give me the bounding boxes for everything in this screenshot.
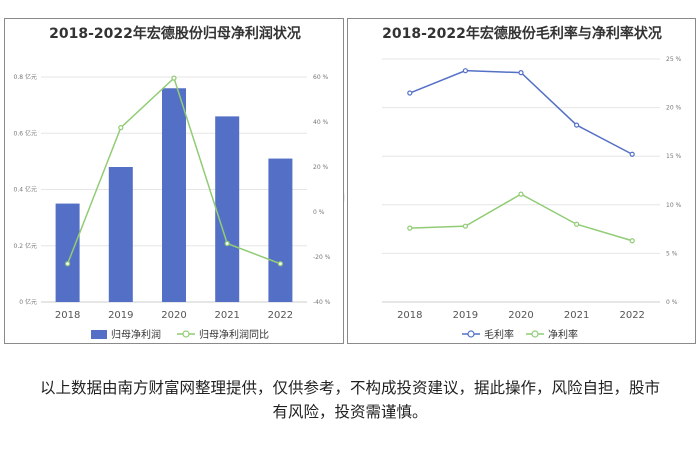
bar-2022	[268, 158, 293, 302]
y-right-tick-label: 40 %	[313, 119, 329, 126]
x-tick-label: 2021	[564, 310, 589, 321]
y-left-tick-label: 0 亿元	[19, 298, 37, 306]
y-left-tick-label: 0.4 亿元	[14, 186, 37, 194]
y-right-tick-label: 0 %	[313, 209, 325, 216]
x-tick-label: 2018	[397, 310, 422, 321]
bar-2019	[108, 167, 133, 302]
bar-2018	[55, 203, 80, 302]
yoy-point-2021	[224, 240, 230, 247]
legend-gross-marker	[467, 330, 475, 338]
yoy-point-2020	[171, 75, 177, 81]
net-margin-point-2021	[574, 221, 580, 227]
y-right-tick-label: 60 %	[313, 74, 329, 81]
x-tick-label: 2022	[268, 310, 293, 321]
x-tick-label: 2021	[214, 310, 239, 321]
bar-2020	[162, 88, 186, 302]
y-right-tick-label: 10 %	[666, 202, 682, 209]
y-right-tick-label: 15 %	[666, 153, 682, 160]
x-tick-label: 2018	[55, 310, 80, 321]
legend-label-yoy: 归母净利润同比	[199, 328, 269, 341]
y-left-tick-label: 0.8 亿元	[14, 73, 37, 81]
legend-bar-swatch	[91, 330, 107, 339]
gross-margin-point-2018	[407, 90, 413, 96]
chart-panel-net-profit: 2018-2022年宏德股份归母净利润状况 0 亿元 0.2 亿元 0.4 亿元 0.6…	[4, 18, 344, 344]
y-right-tick-label: 0 %	[666, 299, 678, 306]
net-profit-chart: 2018-2022年宏德股份归母净利润状况 0 亿元 0.2 亿元 0.4 亿元 0.6…	[14, 25, 331, 341]
yoy-point-2019	[118, 125, 124, 131]
x-tick-label: 2020	[161, 310, 186, 321]
x-tick-label: 2019	[108, 310, 133, 321]
gross-margin-point-2020	[518, 70, 524, 76]
chart-panel-margin: 2018-2022年宏德股份毛利率与净利率状况 0 % 5 % 10 % 15 % 20 …	[347, 18, 696, 344]
y-right-tick-label: 25 %	[666, 56, 682, 63]
legend-label-net-margin: 净利率	[548, 328, 578, 341]
y-left-tick-label: 0.6 亿元	[14, 129, 37, 137]
net-margin-point-2019	[462, 223, 469, 229]
net-margin-point-2020	[518, 191, 524, 197]
net-margin-point-2022	[629, 238, 635, 244]
y-right-tick-label: -20 %	[313, 254, 331, 261]
net-margin-line	[409, 193, 633, 242]
bar-2021	[215, 116, 240, 302]
disclaimer-text: 以上数据由南方财富网整理提供，仅供参考，不构成投资建议，据此操作，风险自担，股市…	[40, 379, 661, 421]
x-tick-label: 2020	[508, 310, 533, 321]
legend-line-marker	[182, 330, 190, 338]
chart-title: 2018-2022年宏德股份归母净利润状况	[49, 25, 301, 42]
margin-chart: 2018-2022年宏德股份毛利率与净利率状况 0 % 5 % 10 % 15 % 20 …	[382, 25, 682, 341]
gross-margin-line	[409, 69, 633, 155]
gross-margin-point-2019	[462, 68, 469, 74]
y-right-tick-label: 20 %	[666, 105, 682, 112]
yoy-point-2022	[277, 261, 283, 267]
x-tick-label: 2022	[619, 310, 644, 321]
x-tick-label: 2019	[453, 310, 478, 321]
legend-net-marker	[531, 330, 539, 338]
gross-margin-point-2021	[574, 122, 580, 128]
y-right-tick-label: -40 %	[313, 299, 331, 306]
yoy-point-2018	[64, 261, 71, 267]
gross-margin-point-2022	[629, 151, 635, 157]
net-margin-point-2018	[407, 225, 413, 231]
y-left-tick-label: 0.2 亿元	[14, 242, 37, 250]
legend-label-gross-margin: 毛利率	[484, 328, 514, 341]
chart-title: 2018-2022年宏德股份毛利率与净利率状况	[382, 25, 662, 42]
legend-label-net-profit: 归母净利润	[111, 328, 161, 341]
y-right-tick-label: 5 %	[666, 250, 678, 257]
y-right-tick-label: 20 %	[313, 164, 329, 171]
